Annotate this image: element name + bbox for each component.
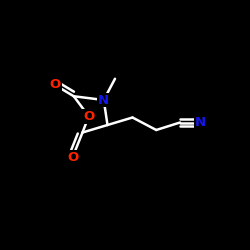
Text: O: O bbox=[67, 151, 78, 164]
Text: O: O bbox=[83, 110, 94, 123]
Text: N: N bbox=[194, 116, 205, 129]
Text: N: N bbox=[98, 94, 109, 106]
Text: O: O bbox=[50, 78, 60, 92]
